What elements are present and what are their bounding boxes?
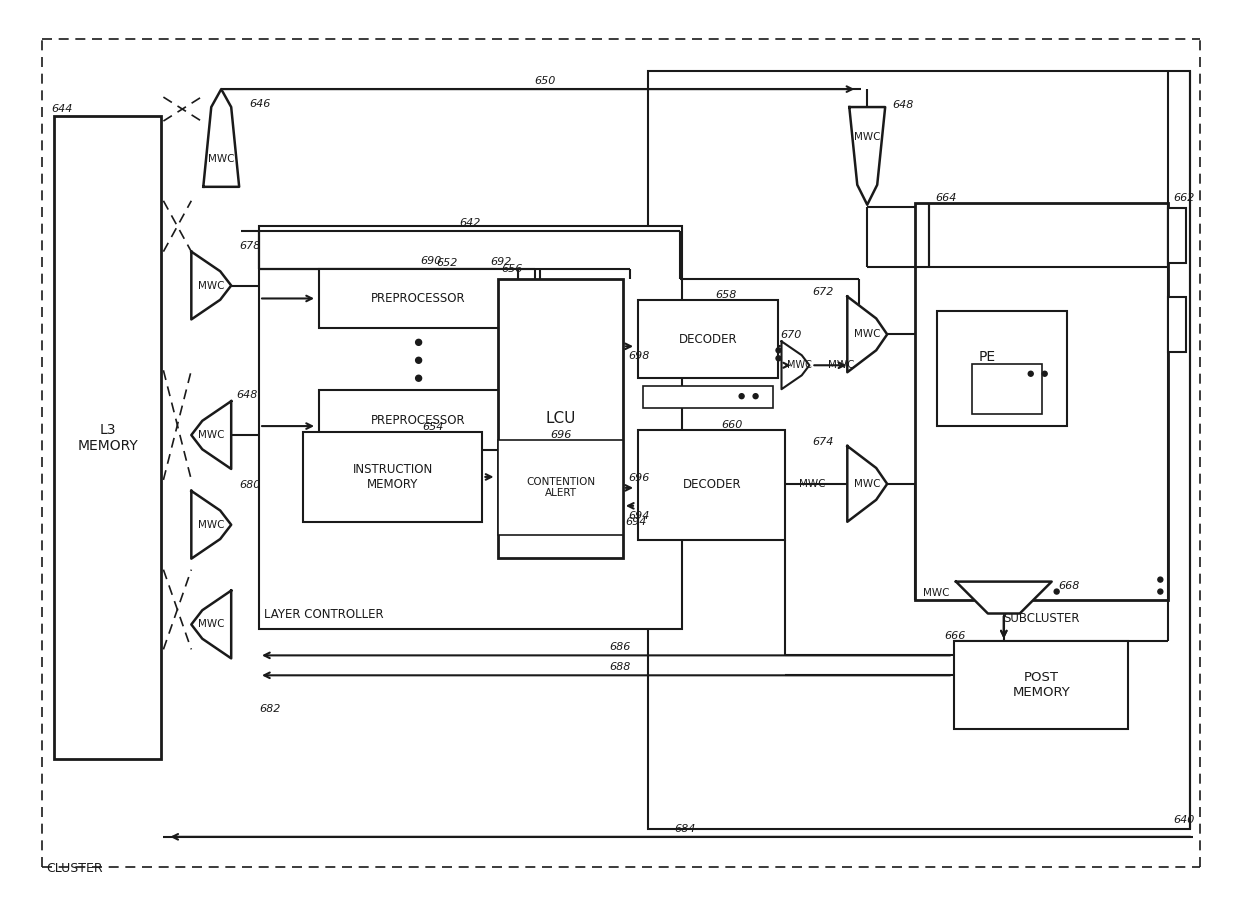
Bar xyxy=(1168,207,1187,263)
Text: MWC: MWC xyxy=(198,620,224,630)
Text: 690: 690 xyxy=(420,255,441,265)
Circle shape xyxy=(415,375,422,381)
Bar xyxy=(259,226,682,630)
Text: 652: 652 xyxy=(436,257,458,267)
Text: 658: 658 xyxy=(715,291,737,301)
Circle shape xyxy=(1054,589,1059,594)
Text: 656: 656 xyxy=(501,264,523,274)
Text: 694: 694 xyxy=(627,511,650,521)
Bar xyxy=(53,116,161,759)
Bar xyxy=(954,641,1128,729)
Text: MWC: MWC xyxy=(828,361,854,371)
Text: 664: 664 xyxy=(935,193,956,203)
Text: MWC: MWC xyxy=(198,281,224,291)
Circle shape xyxy=(776,356,781,361)
Text: 698: 698 xyxy=(627,352,650,361)
Circle shape xyxy=(1158,589,1163,594)
Bar xyxy=(319,268,518,328)
Text: 680: 680 xyxy=(239,480,260,490)
Text: MWC: MWC xyxy=(198,520,224,530)
Circle shape xyxy=(415,340,422,345)
Polygon shape xyxy=(847,446,887,522)
Circle shape xyxy=(753,394,758,399)
Bar xyxy=(303,432,482,522)
Text: 686: 686 xyxy=(609,642,631,652)
Text: SUBCLUSTER: SUBCLUSTER xyxy=(1003,612,1080,624)
Polygon shape xyxy=(956,582,1052,613)
Text: 688: 688 xyxy=(609,662,631,672)
Bar xyxy=(915,203,1168,600)
Bar xyxy=(498,278,622,558)
Text: 650: 650 xyxy=(534,76,556,86)
Text: 644: 644 xyxy=(52,104,73,114)
Text: LAYER CONTROLLER: LAYER CONTROLLER xyxy=(264,609,383,622)
Text: PREPROCESSOR: PREPROCESSOR xyxy=(371,414,466,427)
Bar xyxy=(637,430,785,540)
Bar xyxy=(642,386,773,408)
Text: MWC: MWC xyxy=(799,479,826,489)
Text: 668: 668 xyxy=(1059,581,1080,591)
Text: 662: 662 xyxy=(1173,193,1194,203)
Bar xyxy=(319,390,518,450)
Polygon shape xyxy=(191,401,231,469)
Text: L3
MEMORY: L3 MEMORY xyxy=(77,423,138,453)
Text: 678: 678 xyxy=(239,241,260,251)
Polygon shape xyxy=(191,591,231,659)
Bar xyxy=(1168,297,1187,352)
Circle shape xyxy=(1158,577,1163,582)
Text: MWC: MWC xyxy=(198,430,224,440)
Polygon shape xyxy=(203,89,239,187)
Bar xyxy=(637,301,777,378)
Text: DECODER: DECODER xyxy=(682,478,742,491)
Text: DECODER: DECODER xyxy=(678,333,737,346)
Circle shape xyxy=(415,357,422,363)
Polygon shape xyxy=(191,252,231,320)
Circle shape xyxy=(1028,371,1033,376)
Polygon shape xyxy=(849,107,885,205)
Text: INSTRUCTION
MEMORY: INSTRUCTION MEMORY xyxy=(352,463,433,491)
Text: MWC: MWC xyxy=(208,154,234,164)
Text: 648: 648 xyxy=(892,100,914,110)
Text: MWC: MWC xyxy=(923,588,950,598)
Text: MWC: MWC xyxy=(854,132,880,142)
Text: 672: 672 xyxy=(812,287,833,297)
Polygon shape xyxy=(847,296,887,372)
Circle shape xyxy=(776,348,781,352)
Text: MWC: MWC xyxy=(854,330,880,340)
Text: 642: 642 xyxy=(460,217,481,227)
Text: PE: PE xyxy=(978,350,996,364)
Circle shape xyxy=(1042,371,1048,376)
Circle shape xyxy=(739,394,744,399)
Text: 666: 666 xyxy=(944,631,966,641)
Text: 696: 696 xyxy=(627,473,650,483)
Text: 682: 682 xyxy=(259,704,280,714)
Bar xyxy=(649,72,1190,829)
Text: MWC: MWC xyxy=(854,479,880,489)
Text: 648: 648 xyxy=(236,390,258,400)
Text: 660: 660 xyxy=(722,420,743,430)
Text: 694: 694 xyxy=(625,516,646,526)
Text: CONTENTION
ALERT: CONTENTION ALERT xyxy=(526,477,595,498)
Text: 654: 654 xyxy=(423,422,444,432)
Text: 646: 646 xyxy=(249,99,270,109)
Text: POST
MEMORY: POST MEMORY xyxy=(1012,671,1070,699)
Bar xyxy=(498,440,622,535)
Text: 692: 692 xyxy=(490,256,512,266)
Text: 670: 670 xyxy=(780,331,802,341)
Bar xyxy=(937,312,1066,426)
Polygon shape xyxy=(781,342,810,390)
Polygon shape xyxy=(191,491,231,559)
Text: LCU: LCU xyxy=(546,410,575,426)
Bar xyxy=(972,364,1042,414)
Text: 640: 640 xyxy=(1173,814,1194,824)
Text: CLUSTER: CLUSTER xyxy=(46,862,103,874)
Text: 674: 674 xyxy=(812,437,833,447)
Text: MWC: MWC xyxy=(787,361,812,371)
Text: 696: 696 xyxy=(551,430,572,440)
Text: 684: 684 xyxy=(675,824,696,834)
Text: PREPROCESSOR: PREPROCESSOR xyxy=(371,292,466,305)
